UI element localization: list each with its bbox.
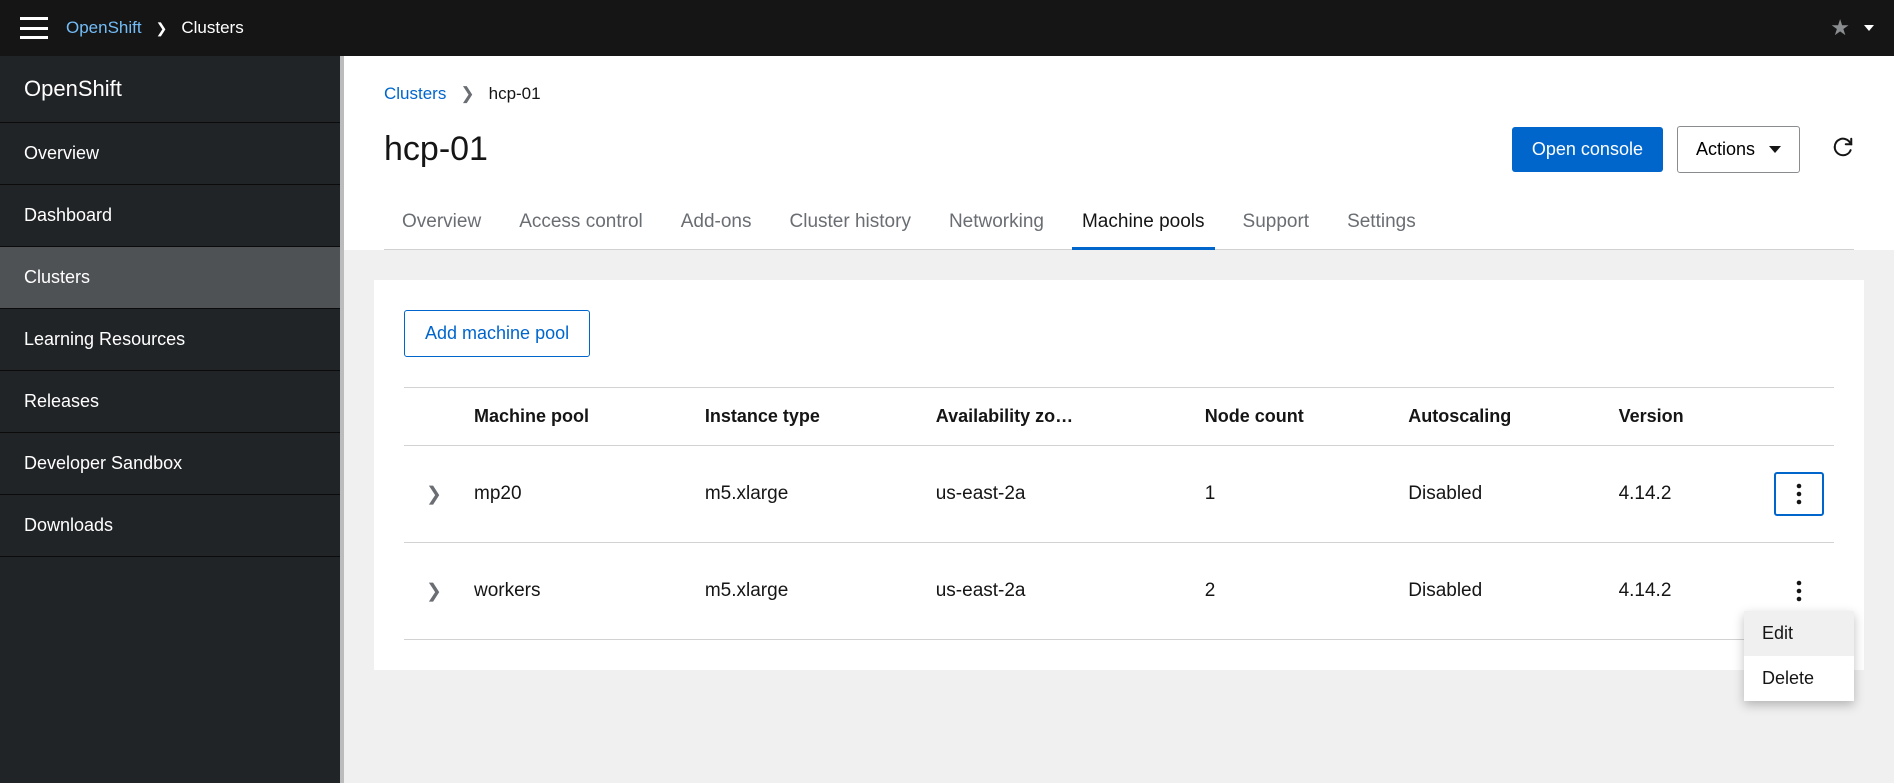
row-action-menu: Edit Delete — [1744, 611, 1854, 701]
tabs: Overview Access control Add-ons Cluster … — [384, 201, 1854, 250]
col-version: Version — [1609, 388, 1754, 446]
topbar-right: ★ — [1830, 15, 1874, 41]
cell-node-count: 1 — [1195, 446, 1398, 543]
row-action-delete[interactable]: Delete — [1744, 656, 1854, 701]
page-title: hcp-01 — [384, 130, 488, 169]
cell-version: 4.14.2 — [1609, 543, 1754, 640]
col-autoscaling: Autoscaling — [1398, 388, 1608, 446]
breadcrumb-top-current: Clusters — [181, 18, 243, 38]
actions-dropdown-button[interactable]: Actions — [1677, 126, 1800, 173]
add-machine-pool-button[interactable]: Add machine pool — [404, 310, 590, 357]
caret-down-icon — [1769, 146, 1781, 153]
expand-row-icon[interactable]: ❯ — [404, 446, 464, 543]
cell-autoscaling: Disabled — [1398, 543, 1608, 640]
breadcrumb-top: OpenShift ❯ Clusters — [66, 18, 244, 38]
open-console-button[interactable]: Open console — [1512, 127, 1663, 172]
tab-overview[interactable]: Overview — [402, 201, 481, 249]
sidebar-item-overview[interactable]: Overview — [0, 123, 340, 185]
cell-instance-type: m5.xlarge — [695, 543, 926, 640]
tab-settings[interactable]: Settings — [1347, 201, 1416, 249]
tab-add-ons[interactable]: Add-ons — [681, 201, 752, 249]
chevron-right-icon: ❯ — [156, 20, 168, 37]
expand-row-icon[interactable]: ❯ — [404, 543, 464, 640]
kebab-menu-button[interactable] — [1774, 569, 1824, 613]
col-instance-type: Instance type — [695, 388, 926, 446]
sidebar-item-developer-sandbox[interactable]: Developer Sandbox — [0, 433, 340, 495]
table-row: ❯ mp20 m5.xlarge us-east-2a 1 Disabled 4… — [404, 446, 1834, 543]
cell-version: 4.14.2 — [1609, 446, 1754, 543]
sidebar-item-learning-resources[interactable]: Learning Resources — [0, 309, 340, 371]
title-actions: Open console Actions — [1512, 126, 1854, 173]
main-content: Clusters ❯ hcp-01 hcp-01 Open console Ac… — [340, 56, 1894, 783]
content-surface: Add machine pool Machine pool Instance t… — [344, 250, 1894, 783]
col-machine-pool: Machine pool — [464, 388, 695, 446]
tab-machine-pools[interactable]: Machine pools — [1082, 201, 1205, 249]
caret-down-icon[interactable] — [1864, 25, 1874, 31]
breadcrumb-parent[interactable]: Clusters — [384, 84, 446, 104]
tab-networking[interactable]: Networking — [949, 201, 1044, 249]
cell-availability-zone: us-east-2a — [926, 446, 1195, 543]
sidebar: OpenShift Overview Dashboard Clusters Le… — [0, 56, 340, 783]
refresh-icon[interactable] — [1832, 136, 1854, 164]
tab-support[interactable]: Support — [1243, 201, 1310, 249]
breadcrumb-current: hcp-01 — [489, 84, 541, 104]
col-availability-zone: Availability zo… — [926, 388, 1195, 446]
cell-node-count: 2 — [1195, 543, 1398, 640]
cell-machine-pool: mp20 — [464, 446, 695, 543]
sidebar-item-dashboard[interactable]: Dashboard — [0, 185, 340, 247]
cell-instance-type: m5.xlarge — [695, 446, 926, 543]
breadcrumb-top-root[interactable]: OpenShift — [66, 18, 142, 38]
col-node-count: Node count — [1195, 388, 1398, 446]
machine-pools-card: Add machine pool Machine pool Instance t… — [374, 280, 1864, 670]
breadcrumb-page: Clusters ❯ hcp-01 — [384, 84, 1854, 104]
tab-access-control[interactable]: Access control — [519, 201, 643, 249]
sidebar-item-clusters[interactable]: Clusters — [0, 247, 340, 309]
star-icon[interactable]: ★ — [1830, 15, 1850, 41]
cell-availability-zone: us-east-2a — [926, 543, 1195, 640]
hamburger-menu-button[interactable] — [20, 17, 48, 39]
sidebar-item-downloads[interactable]: Downloads — [0, 495, 340, 557]
sidebar-heading: OpenShift — [0, 56, 340, 123]
chevron-right-icon: ❯ — [460, 84, 474, 104]
title-row: hcp-01 Open console Actions — [384, 126, 1854, 173]
sidebar-item-releases[interactable]: Releases — [0, 371, 340, 433]
tab-cluster-history[interactable]: Cluster history — [790, 201, 911, 249]
table-row: ❯ workers m5.xlarge us-east-2a 2 Disable… — [404, 543, 1834, 640]
cell-autoscaling: Disabled — [1398, 446, 1608, 543]
row-action-edit[interactable]: Edit — [1744, 611, 1854, 656]
actions-label: Actions — [1696, 139, 1755, 160]
topbar: OpenShift ❯ Clusters ★ — [0, 0, 1894, 56]
cell-machine-pool: workers — [464, 543, 695, 640]
machine-pools-table: Machine pool Instance type Availability … — [404, 387, 1834, 640]
kebab-menu-button[interactable] — [1774, 472, 1824, 516]
